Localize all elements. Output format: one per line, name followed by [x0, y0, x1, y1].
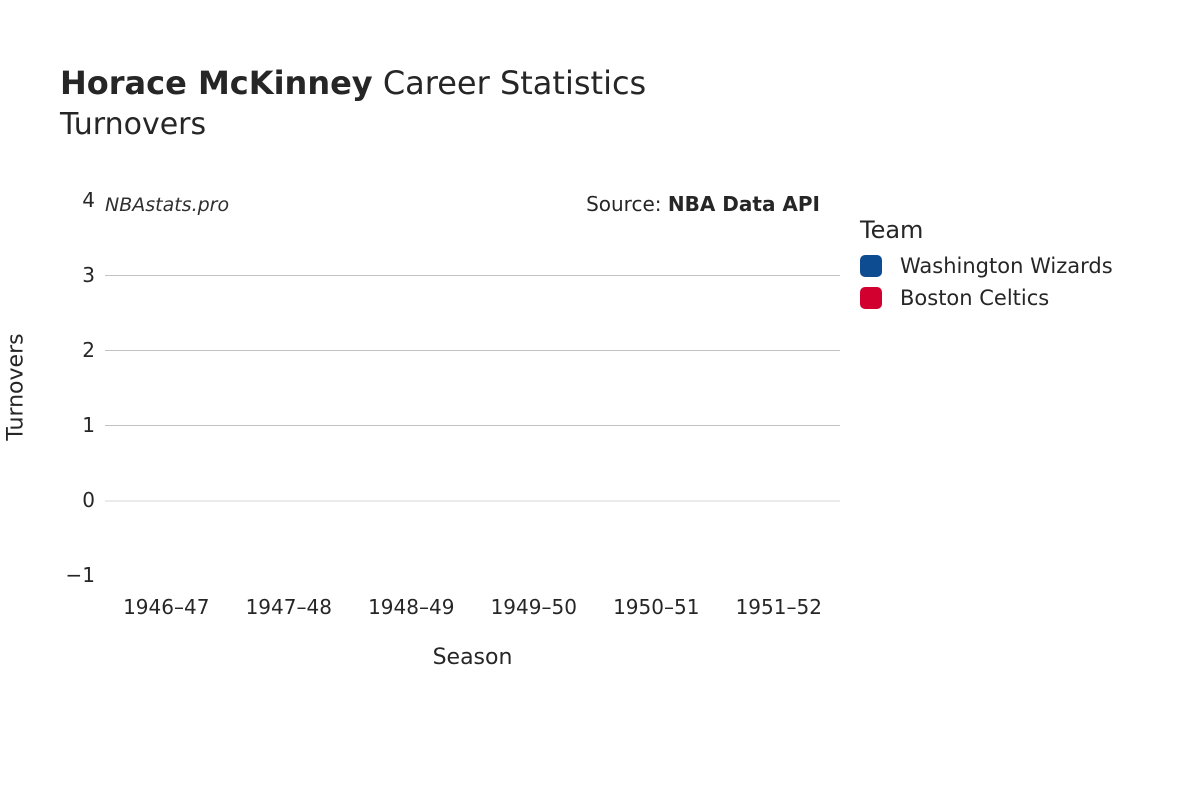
x-tick-label: 1951–52 [736, 595, 822, 619]
y-axis-label: Turnovers [4, 333, 29, 440]
legend: Team Washington Wizards Boston Celtics [860, 216, 1113, 318]
gridline [105, 275, 840, 276]
legend-item: Boston Celtics [860, 286, 1113, 310]
legend-label: Washington Wizards [900, 254, 1113, 278]
x-tick-label: 1950–51 [613, 595, 699, 619]
gridline [105, 350, 840, 351]
x-tick-label: 1949–50 [491, 595, 577, 619]
legend-swatch [860, 255, 882, 277]
y-tick-label: 4 [45, 188, 95, 212]
gridline [105, 500, 840, 502]
chart-subtitle: Turnovers [60, 107, 646, 142]
player-name: Horace McKinney [60, 64, 373, 102]
x-tick-label: 1947–48 [246, 595, 332, 619]
y-tick-label: 3 [45, 263, 95, 287]
x-tick-label: 1948–49 [368, 595, 454, 619]
y-tick-label: 1 [45, 413, 95, 437]
plot-area: −101234 1946–471947–481948–491949–501950… [105, 200, 840, 575]
chart-title-block: Horace McKinney Career Statistics Turnov… [60, 66, 646, 142]
legend-items: Washington Wizards Boston Celtics [860, 254, 1113, 310]
legend-item: Washington Wizards [860, 254, 1113, 278]
source-attribution: Source: NBA Data API [586, 192, 820, 216]
source-prefix: Source: [586, 192, 668, 216]
x-tick-label: 1946–47 [123, 595, 209, 619]
chart-title: Horace McKinney Career Statistics [60, 66, 646, 101]
source-name: NBA Data API [668, 192, 820, 216]
y-tick-label: 0 [45, 488, 95, 512]
gridline [105, 425, 840, 426]
watermark-text: NBAstats.pro [105, 194, 229, 216]
legend-title: Team [860, 216, 1113, 244]
title-suffix: Career Statistics [373, 64, 647, 102]
legend-swatch [860, 287, 882, 309]
career-stats-chart: Horace McKinney Career Statistics Turnov… [0, 0, 1200, 800]
y-tick-label: 2 [45, 338, 95, 362]
y-tick-label: −1 [45, 563, 95, 587]
x-axis-label: Season [433, 645, 513, 670]
legend-label: Boston Celtics [900, 286, 1049, 310]
